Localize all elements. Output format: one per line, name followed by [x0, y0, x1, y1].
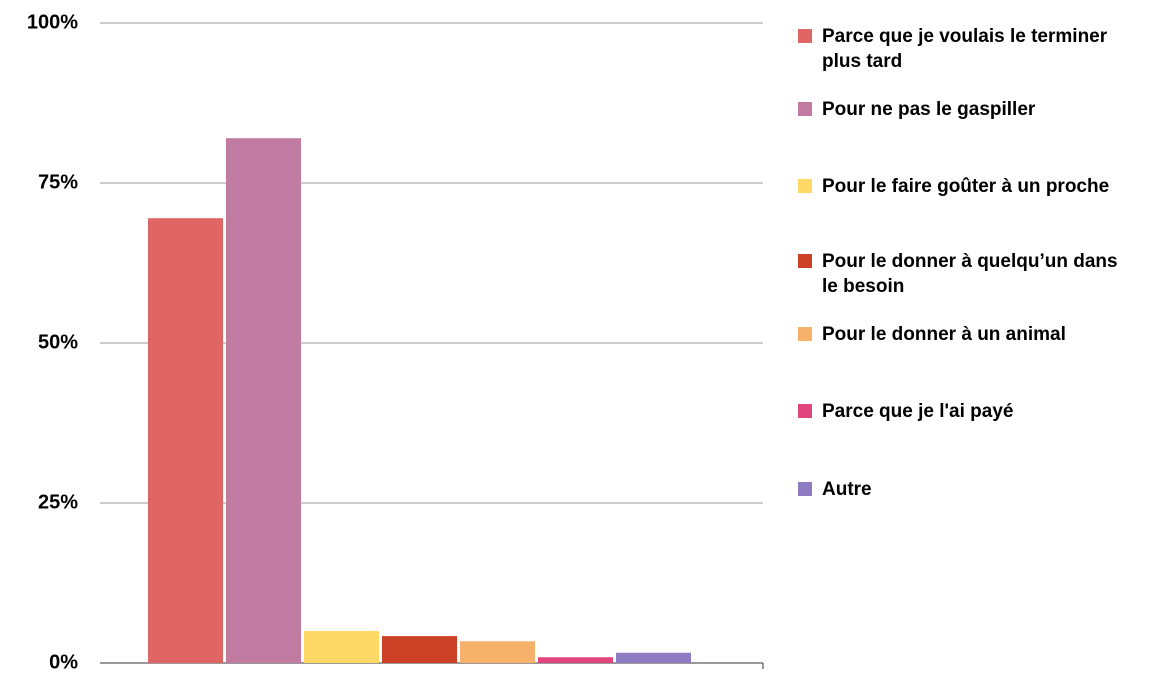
legend-label: Parce que je voulais le terminer plus ta… [822, 26, 1108, 72]
legend-label: Autre [822, 479, 872, 500]
bar [382, 636, 457, 663]
legend-swatch [798, 482, 812, 496]
bar [304, 631, 379, 663]
chart: 0% 25% 50% 75% 100% [27, 11, 764, 673]
legend-item: Pour ne pas le gaspiller [798, 98, 1127, 123]
bar [538, 657, 613, 663]
legend-item: Pour le donner à un animal [798, 323, 1127, 348]
y-tick-label: 75% [38, 171, 78, 193]
legend-swatch [798, 254, 812, 268]
legend-swatch [798, 404, 812, 418]
legend-swatch [798, 179, 812, 193]
legend-label: Pour le donner à quelqu’un dans le besoi… [822, 251, 1118, 297]
bar [226, 138, 301, 663]
y-tick-label: 100% [27, 11, 78, 33]
legend-label: Pour le donner à un animal [822, 324, 1066, 345]
legend-item: Autre [798, 478, 1127, 503]
legend-swatch [798, 29, 812, 43]
legend: Parce que je voulais le terminer plus ta… [798, 0, 1173, 675]
y-tick-label: 0% [49, 651, 78, 673]
y-tick-label: 50% [38, 331, 78, 353]
legend-item: Pour le donner à quelqu’un dans le besoi… [798, 250, 1127, 299]
bar [148, 218, 223, 663]
legend-item: Parce que je l'ai payé [798, 400, 1127, 425]
legend-swatch [798, 102, 812, 116]
legend-label: Pour le faire goûter à un proche [822, 176, 1110, 197]
legend-swatch [798, 327, 812, 341]
bar [616, 652, 691, 663]
legend-label: Parce que je l'ai payé [822, 401, 1014, 422]
bar [460, 641, 535, 663]
y-tick-label: 25% [38, 491, 78, 513]
legend-item: Parce que je voulais le terminer plus ta… [798, 25, 1127, 74]
legend-item: Pour le faire goûter à un proche [798, 175, 1127, 200]
legend-label: Pour ne pas le gaspiller [822, 99, 1036, 120]
